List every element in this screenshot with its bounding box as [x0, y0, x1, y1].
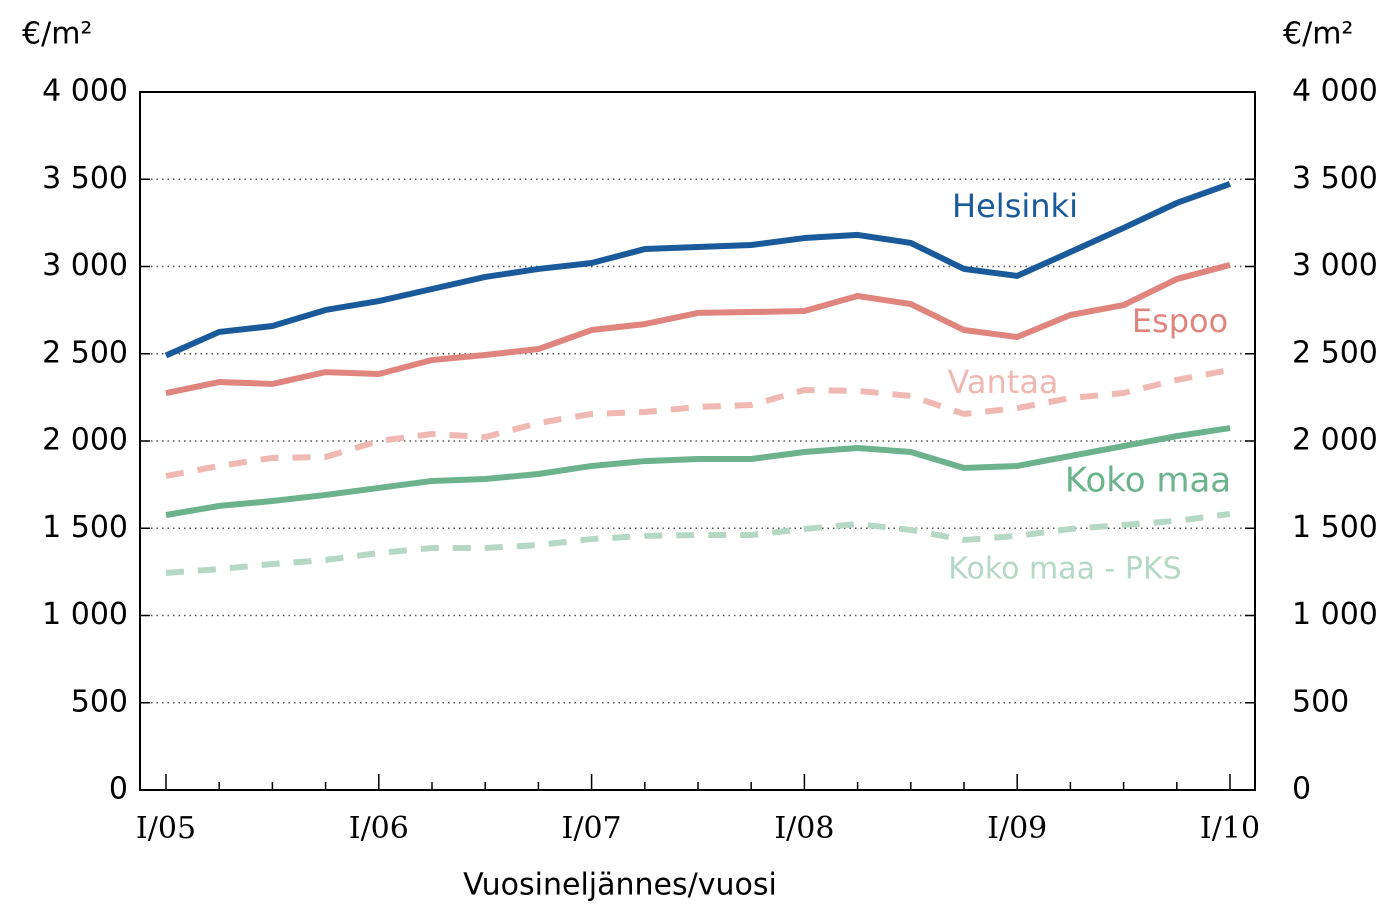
- y2-tick-label: 2 500: [1292, 335, 1378, 370]
- x-axis-label: Vuosineljännes/vuosi: [463, 868, 777, 903]
- y2-tick-label: 3 000: [1292, 248, 1378, 283]
- series-line: [165, 367, 1231, 480]
- x-tick-label: I/06: [349, 811, 409, 846]
- y2-tick-label: 3 500: [1292, 161, 1378, 196]
- y-tick-label: 2 000: [42, 423, 128, 458]
- x-tick-label: I/09: [987, 811, 1047, 846]
- series-line: [165, 262, 1231, 396]
- y2-tick-label: 2 000: [1292, 423, 1378, 458]
- y2-axis-label: €/m²: [1283, 17, 1353, 52]
- series-line: [165, 425, 1231, 518]
- y-tick-label: 1 500: [42, 510, 128, 545]
- y2-tick-label: 1 000: [1292, 597, 1378, 632]
- x-tick-label: I/08: [774, 811, 834, 846]
- y-tick-label: 3 000: [42, 248, 128, 283]
- y-tick-label: 500: [71, 684, 128, 719]
- y2-tick-label: 0: [1292, 772, 1311, 807]
- x-tick-label: I/07: [562, 811, 622, 846]
- series-label: Vantaa: [947, 363, 1058, 401]
- y-tick-label: 3 500: [42, 161, 128, 196]
- series-label: Espoo: [1132, 302, 1228, 340]
- x-tick-label: I/10: [1200, 811, 1260, 846]
- y2-tick-label: 4 000: [1292, 74, 1378, 109]
- series-label: Helsinki: [952, 187, 1078, 225]
- series-line: [164, 181, 1232, 359]
- y-tick-label: 0: [109, 772, 128, 807]
- x-tick-label: I/05: [136, 811, 196, 846]
- y-tick-label: 1 000: [42, 597, 128, 632]
- y2-tick-label: 1 500: [1292, 510, 1378, 545]
- plot-frame: [139, 91, 1256, 791]
- y-axis-label: €/m²: [22, 17, 92, 52]
- series-label: Koko maa: [1065, 461, 1231, 501]
- y-tick-label: 4 000: [42, 74, 128, 109]
- y-tick-label: 2 500: [42, 335, 128, 370]
- y2-tick-label: 500: [1292, 684, 1349, 719]
- series-label: Koko maa - PKS: [948, 552, 1181, 587]
